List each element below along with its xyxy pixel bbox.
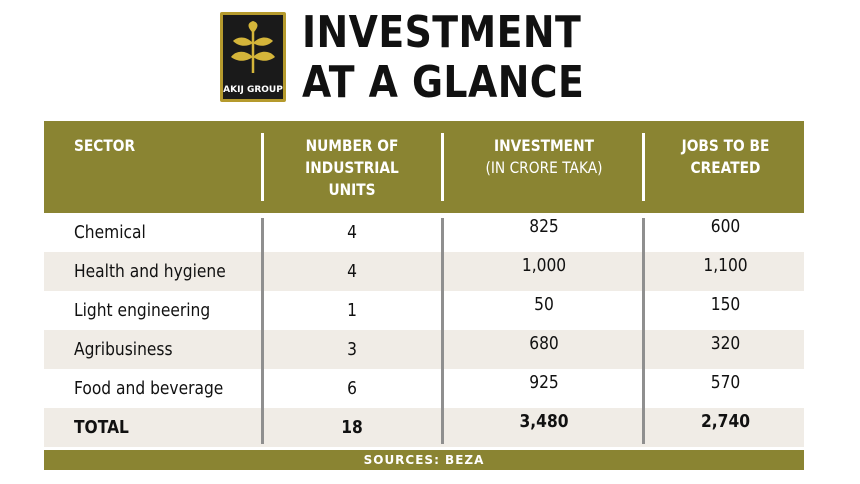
total-row: TOTAL 18 3,480 2,740 [44,408,804,447]
table-header: SECTOR NUMBER OF INDUSTRIAL UNITS INVEST… [44,121,804,213]
column-header-jobs: JOBS TO BE CREATED [681,136,770,177]
headline-line-2: AT A GLANCE [302,57,585,108]
akij-group-logo: AKIJ GROUP [220,12,286,102]
total-label: TOTAL [74,417,129,438]
table-row: Agribusiness 3 680 320 [44,330,804,369]
sector-cell: Light engineering [74,300,211,321]
column-separator [642,218,645,444]
column-separator [441,218,444,444]
sector-cell: Health and hygiene [74,261,226,282]
source-footer: SOURCES: BEZA [44,450,804,470]
total-investment: 3,480 [519,411,569,432]
sector-cell: Chemical [74,222,146,243]
sector-cell: Agribusiness [74,339,173,360]
investment-cell: 925 [529,372,559,393]
table-row: Chemical 4 825 600 [44,213,804,252]
logo-text: AKIJ GROUP [223,85,283,95]
table-row: Health and hygiene 4 1,000 1,100 [44,252,804,291]
table-row: Food and beverage 6 925 570 [44,369,804,408]
jobs-cell: 570 [710,372,741,393]
units-cell: 3 [347,339,357,360]
header-separator [642,133,645,201]
units-cell: 4 [347,261,357,282]
total-jobs: 2,740 [701,411,750,432]
headline: INVESTMENT AT A GLANCE [302,8,584,108]
jobs-cell: 600 [710,216,741,237]
column-header-investment: INVESTMENT (IN CRORE TAKA) [485,136,603,177]
column-header-sector: SECTOR [74,136,136,155]
table-row: Light engineering 1 50 150 [44,291,804,330]
header-separator [261,133,264,201]
jobs-cell: 150 [710,294,741,315]
total-units: 18 [341,417,363,438]
sector-cell: Food and beverage [74,378,224,399]
investment-cell: 1,000 [521,255,567,276]
units-cell: 4 [347,222,357,243]
column-separator [261,218,264,444]
leaf-emblem-icon [231,21,275,73]
column-header-units: NUMBER OF INDUSTRIAL UNITS [305,136,399,199]
header-separator [441,133,444,201]
units-cell: 1 [347,300,357,321]
investment-cell: 825 [529,216,559,237]
jobs-cell: 1,100 [703,255,748,276]
investment-cell: 50 [534,294,554,315]
investment-cell: 680 [529,333,559,354]
jobs-cell: 320 [710,333,741,354]
headline-line-1: INVESTMENT [302,7,582,58]
units-cell: 6 [347,378,357,399]
infographic-panel: AKIJ GROUP INVESTMENT AT A GLANCE SECTOR… [44,4,804,480]
